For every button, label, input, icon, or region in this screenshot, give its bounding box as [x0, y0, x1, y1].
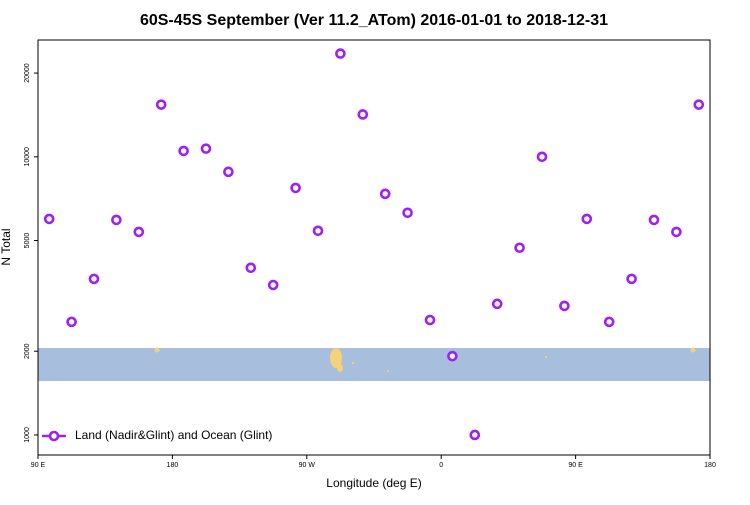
point [402, 207, 413, 219]
land [154, 347, 696, 372]
point [178, 145, 189, 157]
x-tick-label: 180 [167, 462, 179, 469]
x-axis-label: Longitude (deg E) [326, 476, 421, 490]
point [693, 99, 705, 110]
point [66, 316, 77, 328]
map-strip [38, 348, 710, 381]
y-tick-label: 1000 [24, 427, 31, 443]
plot-frame [37, 39, 711, 456]
point [671, 226, 682, 238]
point [536, 151, 548, 163]
point [133, 226, 145, 238]
point [559, 300, 570, 312]
point [491, 298, 503, 310]
y-axis-label: N Total [0, 228, 13, 265]
x-tick-label: 180 [704, 462, 716, 469]
point [290, 182, 301, 194]
y-tick-label: 20000 [24, 63, 31, 83]
point [200, 143, 212, 154]
point [312, 225, 324, 237]
x-tick-label: 90 E [31, 462, 46, 469]
point [43, 213, 55, 225]
x-tick-label: 90 W [299, 462, 316, 469]
y-tick-label: 10000 [24, 147, 31, 167]
point [424, 314, 436, 326]
point [267, 279, 279, 291]
point [581, 213, 593, 225]
point [447, 350, 458, 362]
point [469, 429, 481, 441]
point [357, 109, 369, 120]
point [88, 273, 100, 285]
point [603, 316, 615, 328]
x-tick-label: 0 [439, 462, 443, 469]
y-tick-label: 2000 [24, 343, 31, 359]
point [648, 214, 660, 226]
chart-title: 60S-45S September (Ver 11.2_ATom) 2016-0… [140, 12, 608, 29]
point [111, 214, 122, 226]
y-tick-label: 5000 [24, 233, 31, 249]
legend-label: Land (Nadir&Glint) and Ocean (Glint) [75, 428, 272, 442]
point [335, 48, 346, 59]
x-tick-label: 90 E [568, 462, 583, 469]
point [379, 188, 391, 200]
legend-marker [48, 430, 60, 442]
point [245, 262, 257, 274]
point [155, 99, 167, 110]
point [223, 166, 234, 178]
point [514, 242, 525, 254]
point [626, 273, 637, 285]
